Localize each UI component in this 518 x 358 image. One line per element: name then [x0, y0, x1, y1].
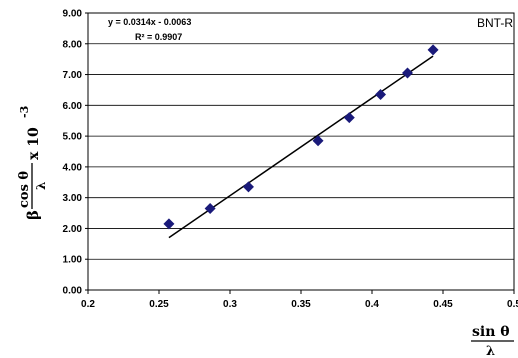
y-label-numerator: cos θ — [17, 171, 32, 208]
data-point — [375, 89, 387, 101]
data-points — [163, 44, 439, 230]
x-axis-ticks: 0.2 0.25 0.3 0.35 0.4 0.45 0.5 — [81, 290, 518, 310]
y-tick-label: 3.00 — [63, 193, 83, 204]
data-point — [163, 218, 175, 230]
y-axis-ticks: 0.00 1.00 2.00 3.00 4.00 5.00 6.00 7.00 8.00 9.00 — [63, 9, 88, 297]
data-point — [427, 44, 439, 56]
x-tick-label: 0.5 — [507, 299, 518, 310]
y-label-exponent: -3 — [18, 106, 31, 118]
x-tick-label: 0.35 — [291, 299, 311, 310]
x-label-numerator: sin θ — [472, 324, 510, 340]
y-tick-label: 6.00 — [63, 101, 83, 112]
y-tick-label: 4.00 — [63, 162, 83, 173]
gridlines — [88, 12, 514, 291]
y-tick-label: 9.00 — [63, 9, 83, 20]
data-point — [204, 202, 216, 214]
data-point — [242, 181, 254, 193]
x-tick-label: 0.25 — [149, 299, 169, 310]
y-axis-label: β cos θ λ x 10 -3 — [17, 106, 48, 220]
y-tick-label: 2.00 — [63, 224, 83, 235]
trendline-equation: y = 0.0314x - 0.0063 — [108, 17, 191, 27]
y-label-suffix: x 10 — [26, 127, 42, 160]
y-tick-label: 7.00 — [63, 70, 83, 81]
y-tick-label: 8.00 — [63, 39, 83, 50]
x-tick-label: 0.45 — [433, 299, 453, 310]
r-squared: R² = 0.9907 — [135, 32, 182, 42]
y-label-prefix: β — [24, 210, 42, 220]
series-label: BNT-R — [477, 16, 513, 30]
data-point — [312, 135, 324, 147]
x-tick-label: 0.3 — [223, 299, 237, 310]
x-tick-label: 0.4 — [365, 299, 379, 310]
x-axis-label: sin θ λ — [471, 324, 514, 358]
data-point — [343, 112, 355, 124]
x-label-denominator: λ — [486, 344, 495, 358]
y-tick-label: 5.00 — [63, 132, 83, 143]
plot-area — [87, 12, 515, 291]
y-tick-label: 0.00 — [63, 286, 83, 297]
data-point — [402, 67, 413, 79]
y-tick-label: 1.00 — [63, 255, 83, 266]
x-tick-label: 0.2 — [81, 299, 95, 310]
y-label-denominator: λ — [34, 182, 48, 190]
